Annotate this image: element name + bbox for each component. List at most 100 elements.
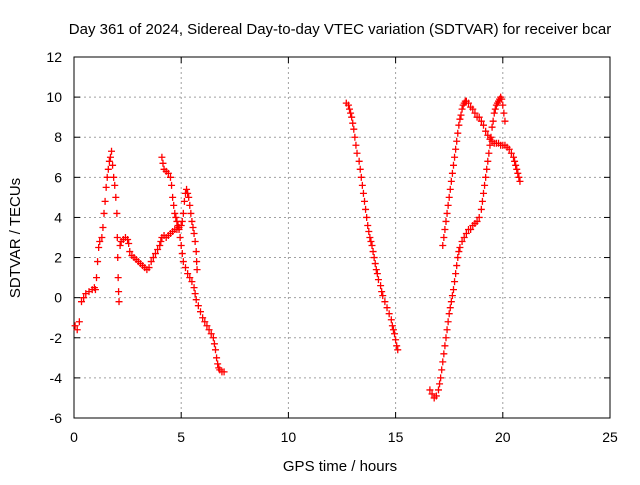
data-point	[115, 298, 123, 306]
data-point	[78, 298, 86, 306]
data-point	[379, 292, 387, 300]
data-point	[500, 109, 508, 117]
data-point	[174, 221, 182, 229]
data-point	[203, 322, 211, 330]
data-point	[444, 201, 452, 209]
data-point	[114, 274, 122, 282]
data-point	[75, 318, 83, 326]
data-point	[490, 109, 498, 117]
data-point	[391, 330, 399, 338]
data-point	[428, 390, 436, 398]
data-point	[452, 145, 460, 153]
data-point	[178, 250, 186, 258]
data-point	[486, 141, 494, 149]
data-point	[383, 304, 391, 312]
data-point	[394, 346, 402, 354]
data-point	[512, 161, 520, 169]
data-point	[156, 242, 164, 250]
data-point	[381, 298, 389, 306]
data-point	[184, 189, 192, 197]
data-point	[456, 115, 464, 123]
data-point	[151, 250, 159, 258]
data-point	[164, 169, 172, 177]
data-point	[347, 109, 355, 117]
data-point	[498, 95, 506, 103]
data-point	[446, 304, 454, 312]
data-point	[515, 173, 523, 181]
data-point	[115, 288, 123, 296]
data-point	[452, 270, 460, 278]
data-point	[181, 264, 189, 272]
data-point	[147, 258, 155, 266]
data-point	[455, 121, 463, 129]
data-point	[112, 193, 120, 201]
data-point	[192, 296, 200, 304]
data-point	[357, 173, 365, 181]
data-point	[104, 165, 112, 173]
y-axis: -6 -4 -2 0 2 4 6 8 10 12	[46, 49, 610, 426]
data-point	[170, 201, 178, 209]
data-point	[213, 354, 221, 362]
data-point	[507, 149, 515, 157]
data-point	[212, 346, 220, 354]
data-point	[356, 165, 364, 173]
data-point	[443, 326, 451, 334]
y-axis-label: SDTVAR / TECUs	[7, 178, 24, 298]
data-point	[108, 147, 116, 155]
data-point	[193, 258, 201, 266]
data-point	[210, 340, 218, 348]
data-point	[73, 326, 81, 334]
data-point	[442, 334, 450, 342]
plot-frame	[73, 56, 611, 419]
data-point	[444, 318, 452, 326]
data-point	[125, 240, 133, 248]
data-point	[188, 278, 196, 286]
chart-title: Day 361 of 2024, Sidereal Day-to-day VTE…	[69, 21, 611, 38]
data-point	[191, 238, 199, 246]
data-point	[201, 318, 209, 326]
data-point	[484, 131, 492, 139]
x-tick-label: 0	[70, 429, 78, 445]
data-point	[514, 169, 522, 177]
series-1	[71, 147, 201, 334]
data-point	[441, 342, 449, 350]
data-point	[96, 238, 104, 246]
data-point	[449, 286, 457, 294]
data-point	[159, 159, 167, 167]
data-point	[353, 149, 361, 157]
x-tick-label: 25	[602, 429, 618, 445]
data-point	[477, 205, 485, 213]
y-tick-label: 12	[46, 49, 62, 65]
data-point	[350, 125, 358, 133]
data-point	[460, 234, 468, 241]
data-point	[173, 217, 181, 225]
data-point	[102, 183, 110, 191]
data-point	[471, 109, 479, 117]
data-point	[484, 157, 492, 165]
data-point	[516, 177, 524, 185]
data-point	[447, 298, 455, 306]
data-point	[501, 117, 509, 125]
data-point	[372, 266, 380, 274]
data-point	[371, 260, 379, 268]
data-point	[179, 209, 187, 217]
data-point	[100, 209, 108, 217]
series-3	[342, 99, 402, 354]
series-2	[158, 153, 228, 376]
data-point	[457, 111, 465, 119]
data-point	[351, 133, 359, 141]
data-point	[186, 274, 194, 282]
data-point	[207, 330, 215, 338]
data-point	[455, 248, 463, 256]
data-point	[169, 193, 177, 201]
data-point	[358, 181, 366, 189]
data-point	[99, 223, 107, 231]
data-point	[209, 334, 217, 342]
data-point	[114, 254, 122, 262]
data-point	[80, 294, 88, 302]
data-point	[438, 366, 446, 374]
data-point	[440, 350, 448, 358]
data-point	[190, 284, 198, 292]
data-point	[190, 229, 198, 237]
